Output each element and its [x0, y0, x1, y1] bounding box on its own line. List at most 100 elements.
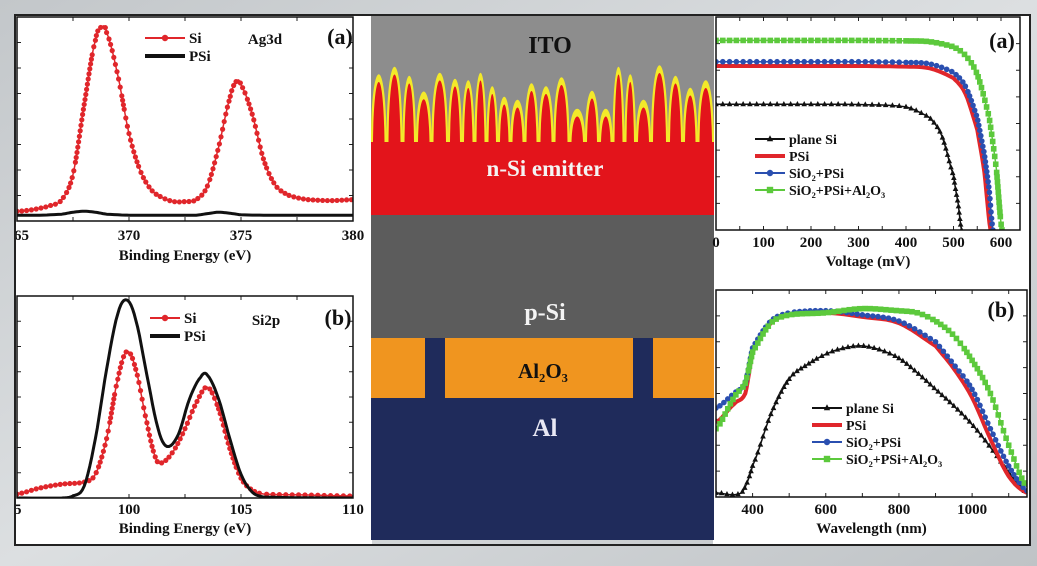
- data-point: [1005, 442, 1012, 449]
- data-point: [989, 138, 996, 145]
- data-point: [909, 308, 915, 315]
- data-point: [67, 480, 73, 487]
- data-point: [983, 163, 989, 170]
- data-point: [166, 454, 172, 460]
- data-point: [124, 123, 130, 129]
- data-point: [154, 459, 160, 465]
- data-point: [136, 379, 142, 386]
- data-point: [191, 198, 197, 204]
- data-point: [214, 401, 220, 408]
- data-point: [952, 185, 959, 191]
- data-point: [862, 37, 869, 44]
- data-point: [762, 327, 769, 333]
- data-point: [984, 173, 991, 180]
- data-point: [38, 205, 44, 211]
- data-point: [180, 431, 186, 437]
- data-point: [248, 106, 254, 112]
- data-point: [966, 382, 973, 388]
- data-point: [131, 149, 137, 155]
- data-point: [962, 414, 969, 420]
- data-point: [718, 490, 725, 496]
- data-point: [828, 58, 835, 65]
- data-point: [825, 309, 832, 316]
- data-point: [918, 59, 925, 66]
- data-point: [133, 366, 139, 372]
- data-point: [938, 40, 945, 47]
- data-point: [765, 417, 772, 423]
- data-point: [334, 197, 340, 204]
- data-point: [19, 208, 25, 214]
- data-point: [982, 437, 988, 443]
- data-point: [716, 37, 719, 44]
- data-point: [72, 159, 78, 165]
- data-point: [110, 401, 116, 407]
- data-point: [936, 343, 943, 350]
- data-point: [66, 184, 72, 191]
- data-point: [957, 47, 964, 54]
- data-point: [814, 58, 821, 65]
- data-point: [84, 86, 90, 92]
- legend-marker: [823, 404, 831, 411]
- data-point: [978, 432, 985, 438]
- data-point: [908, 105, 914, 111]
- data-point: [783, 379, 790, 385]
- data-point: [961, 345, 968, 352]
- data-point: [906, 323, 913, 329]
- data-point: [209, 390, 215, 396]
- data-point: [215, 147, 221, 153]
- data-point: [753, 37, 760, 44]
- data-point: [153, 191, 159, 197]
- data-point: [935, 388, 941, 394]
- data-point: [123, 115, 129, 121]
- data-point: [834, 346, 841, 352]
- data-point: [913, 38, 919, 44]
- data-point: [875, 313, 881, 320]
- data-point: [896, 318, 902, 324]
- data-point: [790, 371, 796, 377]
- data-point: [821, 58, 828, 65]
- data-point: [881, 348, 888, 354]
- data-point: [150, 448, 156, 454]
- x-axis-label: Voltage (mV): [826, 254, 911, 270]
- data-point: [962, 83, 969, 90]
- data-point: [93, 32, 99, 39]
- data-point: [982, 414, 988, 420]
- data-point: [984, 420, 991, 426]
- data-point: [923, 38, 930, 45]
- data-point: [949, 169, 956, 176]
- data-point: [969, 386, 975, 393]
- data-point: [992, 161, 999, 168]
- data-point: [227, 93, 233, 99]
- layer-emitter: [371, 142, 714, 215]
- data-point: [917, 329, 923, 335]
- data-point: [781, 37, 787, 44]
- data-point: [985, 184, 992, 190]
- data-point: [202, 188, 208, 194]
- data-point: [140, 175, 146, 181]
- data-point: [733, 37, 740, 44]
- data-point: [736, 388, 742, 394]
- data-point: [194, 398, 200, 405]
- data-point: [104, 435, 110, 442]
- data-point: [757, 441, 764, 447]
- data-point: [57, 481, 63, 487]
- panel-label: (b): [325, 305, 352, 330]
- data-point: [1011, 471, 1017, 478]
- data-point: [186, 198, 192, 205]
- data-point: [739, 488, 746, 494]
- data-point: [48, 483, 54, 489]
- data-point: [829, 348, 836, 354]
- data-point: [722, 411, 728, 417]
- data-point: [72, 480, 78, 486]
- data-point: [116, 370, 122, 376]
- data-point: [903, 308, 910, 315]
- data-point: [223, 111, 229, 117]
- data-point: [939, 134, 946, 140]
- chart-xps-si2p: 5 100 105 110 Binding Energy (eV) Si PSi (b) Si2…: [14, 295, 364, 537]
- data-point: [121, 106, 127, 112]
- data-point: [75, 144, 81, 150]
- data-point: [91, 44, 97, 50]
- data-point: [80, 106, 86, 112]
- data-point: [979, 374, 986, 381]
- data-point: [724, 396, 731, 402]
